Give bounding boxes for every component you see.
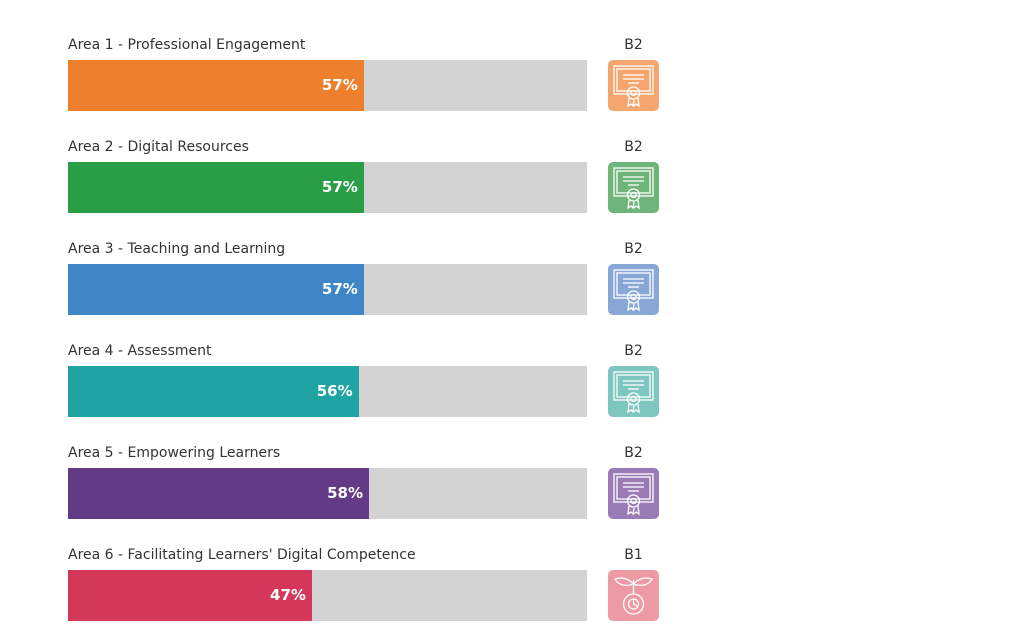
sprout-gear-icon — [608, 570, 659, 621]
level-label: B2 — [624, 445, 643, 461]
level-label: B2 — [624, 343, 643, 359]
bar: 47% — [68, 570, 312, 621]
area-row: Area 2 - Digital Resources B2 57% — [0, 102, 700, 213]
value-label: 57% — [321, 178, 358, 196]
level-label: B1 — [624, 547, 643, 563]
area-row: Area 6 - Facilitating Learners' Digital … — [0, 510, 700, 621]
value-label: 57% — [321, 76, 358, 94]
value-label: 57% — [321, 280, 358, 298]
bar-track: 57% — [68, 264, 587, 315]
level-label: B2 — [624, 241, 643, 257]
area-row: Area 4 - Assessment B2 56% — [0, 306, 700, 417]
bar: 57% — [68, 162, 364, 213]
level-label: B2 — [624, 37, 643, 53]
area-row: Area 3 - Teaching and Learning B2 57% — [0, 204, 700, 315]
certificate-icon — [608, 60, 659, 111]
bar-track: 47% — [68, 570, 587, 621]
bar-track: 57% — [68, 60, 587, 111]
bar: 58% — [68, 468, 370, 519]
bar: 57% — [68, 264, 364, 315]
certificate-icon — [608, 468, 659, 519]
area-label: Area 5 - Empowering Learners — [68, 445, 281, 461]
area-label: Area 2 - Digital Resources — [68, 139, 249, 155]
area-row: Area 1 - Professional Engagement B2 57% — [0, 0, 700, 111]
bar-track: 58% — [68, 468, 587, 519]
bar-track: 56% — [68, 366, 587, 417]
value-label: 47% — [270, 586, 306, 604]
value-label: 58% — [327, 484, 364, 502]
certificate-icon — [608, 162, 659, 213]
area-row: Area 5 - Empowering Learners B2 58% — [0, 408, 700, 519]
area-label: Area 4 - Assessment — [68, 343, 212, 359]
area-label: Area 1 - Professional Engagement — [68, 37, 306, 53]
area-label: Area 6 - Facilitating Learners' Digital … — [68, 547, 416, 563]
level-label: B2 — [624, 139, 643, 155]
bar: 57% — [68, 60, 364, 111]
value-label: 56% — [316, 382, 353, 400]
certificate-icon — [608, 264, 659, 315]
area-label: Area 3 - Teaching and Learning — [68, 241, 286, 257]
certificate-icon — [608, 366, 659, 417]
bar: 56% — [68, 366, 359, 417]
bar-track: 57% — [68, 162, 587, 213]
